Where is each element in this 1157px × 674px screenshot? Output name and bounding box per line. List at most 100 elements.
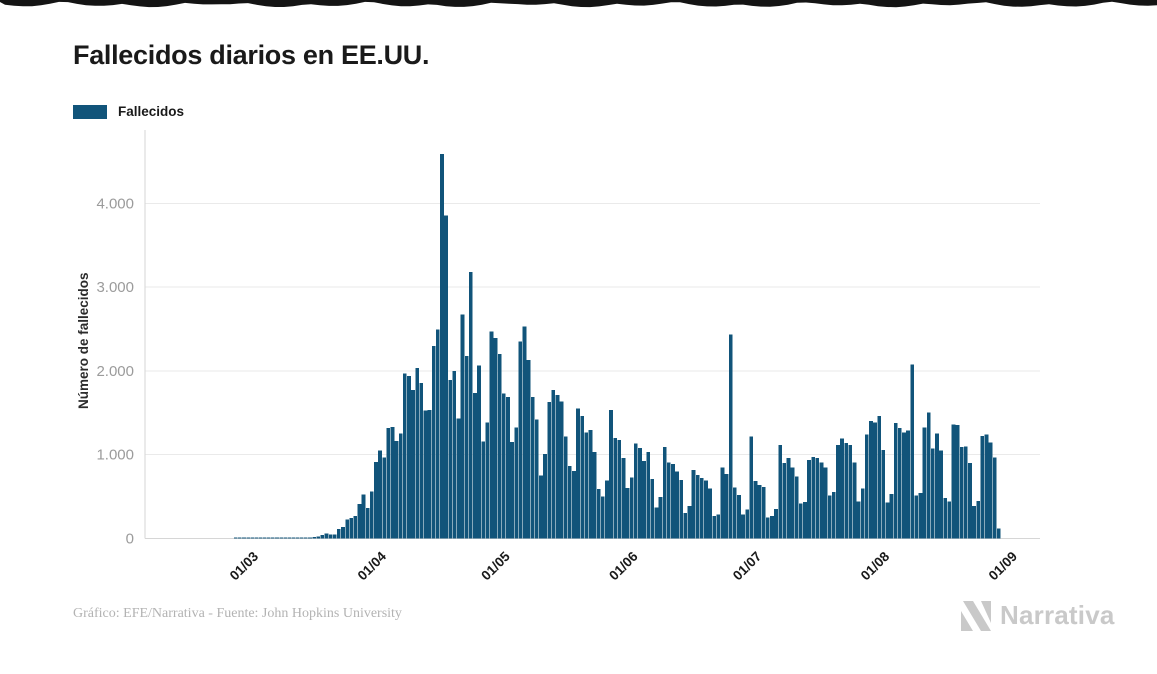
bar[interactable] <box>811 456 816 539</box>
bar[interactable] <box>543 454 547 539</box>
bar[interactable] <box>563 436 568 539</box>
bar[interactable] <box>633 443 638 539</box>
bar[interactable] <box>431 345 436 539</box>
bar[interactable] <box>390 426 395 539</box>
bar[interactable] <box>254 537 259 539</box>
bar[interactable] <box>877 416 882 539</box>
bar[interactable] <box>968 463 972 539</box>
bar[interactable] <box>283 537 288 539</box>
bar[interactable] <box>897 427 902 539</box>
bar[interactable] <box>972 505 976 539</box>
bar[interactable] <box>650 479 655 539</box>
bar[interactable] <box>497 354 502 539</box>
bar[interactable] <box>386 427 391 539</box>
bar[interactable] <box>365 508 370 539</box>
bar[interactable] <box>324 533 329 539</box>
bar[interactable] <box>250 537 255 539</box>
bar[interactable] <box>518 341 523 539</box>
chart-legend[interactable]: Fallecidos <box>73 104 184 119</box>
bar[interactable] <box>423 410 428 539</box>
bar[interactable] <box>691 469 696 539</box>
bar[interactable] <box>361 494 366 539</box>
bar[interactable] <box>856 501 861 539</box>
bar[interactable] <box>996 528 1001 539</box>
bar[interactable] <box>662 446 667 539</box>
bar[interactable] <box>827 495 832 539</box>
bar[interactable] <box>893 422 898 539</box>
bar[interactable] <box>963 446 968 539</box>
bar[interactable] <box>695 474 700 539</box>
bar[interactable] <box>592 451 597 539</box>
bar[interactable] <box>683 513 688 539</box>
bar[interactable] <box>262 537 267 539</box>
bar[interactable] <box>935 433 939 539</box>
bar[interactable] <box>848 445 853 539</box>
bar[interactable] <box>716 514 721 539</box>
bar[interactable] <box>369 491 374 539</box>
bar[interactable] <box>815 457 820 539</box>
bar[interactable] <box>625 487 630 539</box>
bar[interactable] <box>394 440 399 539</box>
bar[interactable] <box>258 537 263 539</box>
bar[interactable] <box>741 514 745 539</box>
bar[interactable] <box>770 516 774 539</box>
bar[interactable] <box>349 517 354 539</box>
bar[interactable] <box>493 338 498 539</box>
bar[interactable] <box>790 467 795 539</box>
bar[interactable] <box>291 537 296 539</box>
bar[interactable] <box>704 480 708 539</box>
bar[interactable] <box>819 462 824 539</box>
bar[interactable] <box>831 491 836 539</box>
bar[interactable] <box>765 517 770 539</box>
bar[interactable] <box>448 380 453 539</box>
bar[interactable] <box>485 422 490 539</box>
bar[interactable] <box>411 390 415 539</box>
bar[interactable] <box>374 462 378 539</box>
bar[interactable] <box>580 416 585 539</box>
bar[interactable] <box>617 440 622 539</box>
bar[interactable] <box>522 326 527 539</box>
bar[interactable] <box>279 537 283 539</box>
bar[interactable] <box>720 467 725 539</box>
bar[interactable] <box>427 409 432 539</box>
bar[interactable] <box>526 360 531 539</box>
bar[interactable] <box>910 364 915 539</box>
bar[interactable] <box>435 329 440 539</box>
bar[interactable] <box>654 507 659 539</box>
bar[interactable] <box>984 434 989 539</box>
bar[interactable] <box>407 375 411 539</box>
bar[interactable] <box>501 393 506 539</box>
bar[interactable] <box>266 537 271 539</box>
bar[interactable] <box>506 396 510 539</box>
bar[interactable] <box>943 498 948 539</box>
bar[interactable] <box>402 373 407 539</box>
bar[interactable] <box>345 519 349 539</box>
bar[interactable] <box>489 331 494 539</box>
bar[interactable] <box>316 536 321 539</box>
bar[interactable] <box>468 272 473 539</box>
bar[interactable] <box>242 537 246 539</box>
bar[interactable] <box>481 441 486 539</box>
bar[interactable] <box>638 447 642 539</box>
bar[interactable] <box>947 501 952 539</box>
bar[interactable] <box>679 479 684 539</box>
bar[interactable] <box>440 153 444 539</box>
bar[interactable] <box>378 450 382 539</box>
bar[interactable] <box>398 433 403 539</box>
bar[interactable] <box>803 502 807 539</box>
bar[interactable] <box>514 427 519 539</box>
bar[interactable] <box>976 500 980 539</box>
bar[interactable] <box>547 401 552 539</box>
bar[interactable] <box>464 356 469 539</box>
bar[interactable] <box>778 445 783 539</box>
bar[interactable] <box>642 460 646 539</box>
bar[interactable] <box>473 392 477 539</box>
bar[interactable] <box>902 432 906 539</box>
bar[interactable] <box>922 427 927 539</box>
bar[interactable] <box>757 485 762 539</box>
bar[interactable] <box>951 424 956 539</box>
bar[interactable] <box>914 495 919 539</box>
bar[interactable] <box>794 476 799 539</box>
bar[interactable] <box>646 451 651 539</box>
bar[interactable] <box>605 480 609 539</box>
